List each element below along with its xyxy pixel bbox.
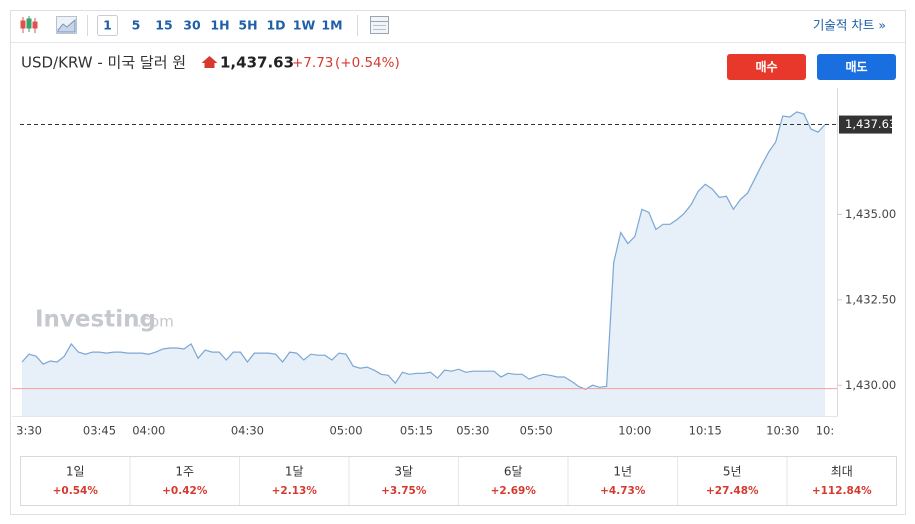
period-change: +112.84%: [812, 485, 872, 497]
period-label: 1년: [613, 465, 632, 479]
x-tick-label: 3:30: [16, 424, 42, 438]
interval[interactable]: 1W: [293, 18, 316, 33]
x-tick-label: 04:00: [132, 424, 165, 438]
sell-button[interactable]: [817, 54, 896, 80]
interval[interactable]: 1M: [321, 18, 342, 33]
period-change: +2.69%: [491, 485, 537, 497]
y-tick-label: 1,430.00: [845, 378, 896, 392]
interval[interactable]: 30: [183, 18, 201, 33]
period-label: 3달: [394, 465, 413, 479]
x-tick-label: 03:45: [83, 424, 116, 438]
y-tick-label: 1,435.00: [845, 207, 896, 221]
candle-icon[interactable]: [20, 16, 38, 33]
change: +7.73: [292, 55, 333, 71]
price-line: [21, 111, 826, 390]
buy-button[interactable]: [727, 54, 806, 80]
period-label: 1일: [66, 465, 85, 479]
interval[interactable]: 1: [103, 18, 112, 33]
y-tick-label: 1,432.50: [845, 292, 896, 306]
buy-label[interactable]: 매수: [755, 59, 777, 74]
table-icon[interactable]: [370, 16, 389, 34]
watermark: Investing: [35, 307, 156, 333]
x-tick-label: 05:00: [329, 424, 362, 438]
interval[interactable]: 1H: [210, 18, 229, 33]
x-tick-label: 10:00: [618, 424, 651, 438]
change-pct: (+0.54%): [335, 55, 400, 71]
x-tick-label: 10:30: [766, 424, 799, 438]
period-label: 1주: [175, 465, 194, 479]
period-label: 5년: [723, 465, 742, 479]
instrument-title: USD/KRW - 미국 달러 원: [21, 54, 186, 72]
technical-chart-link[interactable]: 기술적 차트 »: [813, 18, 886, 33]
x-tick-label: 10:15: [689, 424, 722, 438]
sell-label[interactable]: 매도: [845, 59, 867, 74]
period-change: +3.75%: [381, 485, 427, 497]
period-label: 최대: [831, 465, 853, 479]
x-tick-label: 05:15: [400, 424, 433, 438]
interval-active: [97, 15, 118, 36]
period-label: 6달: [504, 465, 523, 479]
interval[interactable]: 5: [132, 18, 141, 33]
area-icon[interactable]: [56, 16, 77, 34]
interval[interactable]: 5H: [238, 18, 257, 33]
last-price-label: 1,437.63: [845, 117, 896, 131]
last-price-box: [839, 115, 892, 134]
period-change: +2.13%: [272, 485, 318, 497]
x-tick-label: 04:30: [231, 424, 264, 438]
period-change: +27.48%: [706, 485, 759, 497]
x-tick-label: 05:50: [520, 424, 553, 438]
period-change: +0.54%: [53, 485, 99, 497]
area-fill: [22, 111, 825, 417]
period-change: +0.42%: [162, 485, 208, 497]
x-tick-label: 10:: [816, 424, 835, 438]
up-arrow: [201, 56, 218, 68]
x-tick-label: 05:30: [456, 424, 489, 438]
price: 1,437.63: [220, 54, 294, 72]
interval[interactable]: 1D: [266, 18, 285, 33]
period-label: 1달: [285, 465, 304, 479]
watermark-suffix: .com: [137, 313, 174, 331]
interval[interactable]: 15: [155, 18, 172, 33]
period-change: +4.73%: [600, 485, 646, 497]
